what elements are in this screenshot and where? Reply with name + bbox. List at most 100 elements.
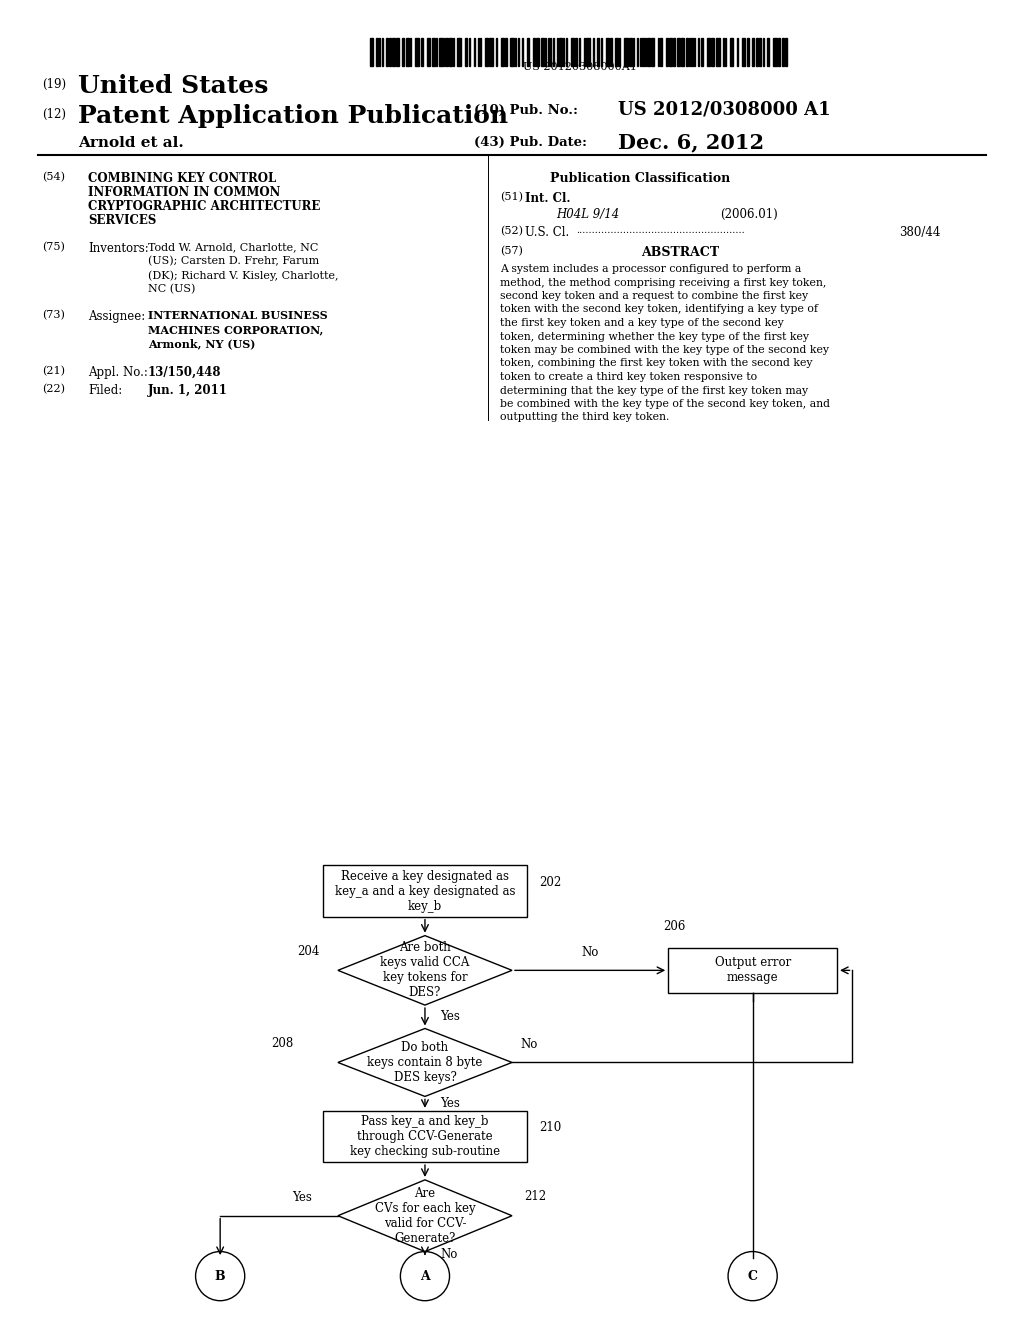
Text: MACHINES CORPORATION,: MACHINES CORPORATION, [148, 323, 324, 335]
Bar [521, 38, 523, 66]
Bar [515, 38, 516, 66]
Bar [389, 38, 391, 66]
Bar [723, 38, 724, 66]
Bar [778, 38, 779, 66]
Bar [427, 38, 430, 66]
Bar [382, 38, 383, 66]
Text: 206: 206 [664, 920, 685, 933]
Text: Do both
keys contain 8 byte
DES keys?: Do both keys contain 8 byte DES keys? [368, 1041, 482, 1084]
Bar [411, 38, 412, 66]
Text: outputting the third key token.: outputting the third key token. [500, 412, 670, 422]
Text: (51): (51) [500, 191, 523, 202]
Text: Filed:: Filed: [88, 384, 122, 397]
Bar [784, 38, 787, 66]
Bar [480, 38, 481, 66]
Text: 13/150,448: 13/150,448 [148, 366, 221, 379]
Text: Are both
keys valid CCA
key tokens for
DES?: Are both keys valid CCA key tokens for D… [380, 941, 470, 999]
Bar [759, 38, 762, 66]
Bar [773, 38, 777, 66]
Text: COMBINING KEY CONTROL: COMBINING KEY CONTROL [88, 172, 276, 185]
Bar [559, 38, 562, 66]
Text: (75): (75) [42, 242, 65, 252]
Bar [496, 38, 497, 66]
Bar [550, 38, 552, 66]
Bar [748, 38, 749, 66]
Bar [534, 38, 535, 66]
Bar [691, 38, 693, 66]
Bar [742, 38, 744, 66]
Polygon shape [338, 1028, 512, 1097]
Bar [465, 38, 467, 66]
Text: Todd W. Arnold, Charlotte, NC: Todd W. Arnold, Charlotte, NC [148, 242, 318, 252]
Bar [510, 38, 514, 66]
Text: SERVICES: SERVICES [88, 214, 157, 227]
Text: token, combining the first key token with the second key: token, combining the first key token wit… [500, 359, 812, 368]
Ellipse shape [400, 1251, 450, 1300]
Bar [565, 38, 567, 66]
Bar [637, 38, 638, 66]
Bar [725, 38, 726, 66]
Bar [407, 38, 409, 66]
Bar [402, 38, 403, 66]
Bar [647, 38, 650, 66]
Text: be combined with the key type of the second key token, and: be combined with the key type of the sec… [500, 399, 830, 409]
Text: U.S. Cl.: U.S. Cl. [525, 226, 569, 239]
Text: ......................................................: ........................................… [575, 226, 744, 235]
Ellipse shape [728, 1251, 777, 1300]
Text: (22): (22) [42, 384, 65, 395]
Text: 202: 202 [540, 875, 562, 888]
Text: Inventors:: Inventors: [88, 242, 148, 255]
Bar [689, 38, 690, 66]
Text: Output error
message: Output error message [715, 957, 791, 985]
Bar [763, 38, 764, 66]
Text: 380/44: 380/44 [899, 226, 940, 239]
Bar [615, 38, 617, 66]
Bar [711, 38, 714, 66]
Text: No: No [582, 946, 599, 960]
Text: 210: 210 [540, 1121, 562, 1134]
Bar [640, 38, 641, 66]
Bar [686, 38, 687, 66]
Text: (10) Pub. No.:: (10) Pub. No.: [474, 104, 578, 117]
Bar [438, 38, 442, 66]
Bar [474, 38, 475, 66]
Bar [767, 38, 769, 66]
Bar [633, 38, 635, 66]
Bar [700, 38, 703, 66]
Text: Int. Cl.: Int. Cl. [525, 191, 570, 205]
Bar [668, 948, 838, 993]
Bar [597, 38, 599, 66]
Text: No: No [520, 1038, 538, 1051]
Bar [485, 38, 488, 66]
Text: (2006.01): (2006.01) [720, 209, 778, 220]
Bar [323, 1110, 527, 1162]
Bar [563, 38, 564, 66]
Bar [379, 38, 380, 66]
Bar [782, 38, 783, 66]
Bar [642, 38, 643, 66]
Text: token with the second key token, identifying a key type of: token with the second key token, identif… [500, 305, 818, 314]
Bar [553, 38, 554, 66]
Bar [730, 38, 733, 66]
Bar [666, 38, 668, 66]
Text: Appl. No.:: Appl. No.: [88, 366, 147, 379]
Text: A: A [420, 1270, 430, 1283]
Text: method, the method comprising receiving a first key token,: method, the method comprising receiving … [500, 277, 826, 288]
Bar [674, 38, 675, 66]
Bar [574, 38, 578, 66]
Bar [579, 38, 580, 66]
Bar [698, 38, 699, 66]
Bar [707, 38, 710, 66]
Text: Dec. 6, 2012: Dec. 6, 2012 [618, 132, 764, 152]
Bar [677, 38, 680, 66]
Bar [681, 38, 684, 66]
Text: United States: United States [78, 74, 268, 98]
Text: Armonk, NY (US): Armonk, NY (US) [148, 338, 255, 348]
Bar [660, 38, 662, 66]
Bar [571, 38, 573, 66]
Bar [323, 866, 527, 917]
Bar [587, 38, 591, 66]
Text: (12): (12) [42, 108, 66, 121]
Bar [545, 38, 546, 66]
Text: C: C [748, 1270, 758, 1283]
